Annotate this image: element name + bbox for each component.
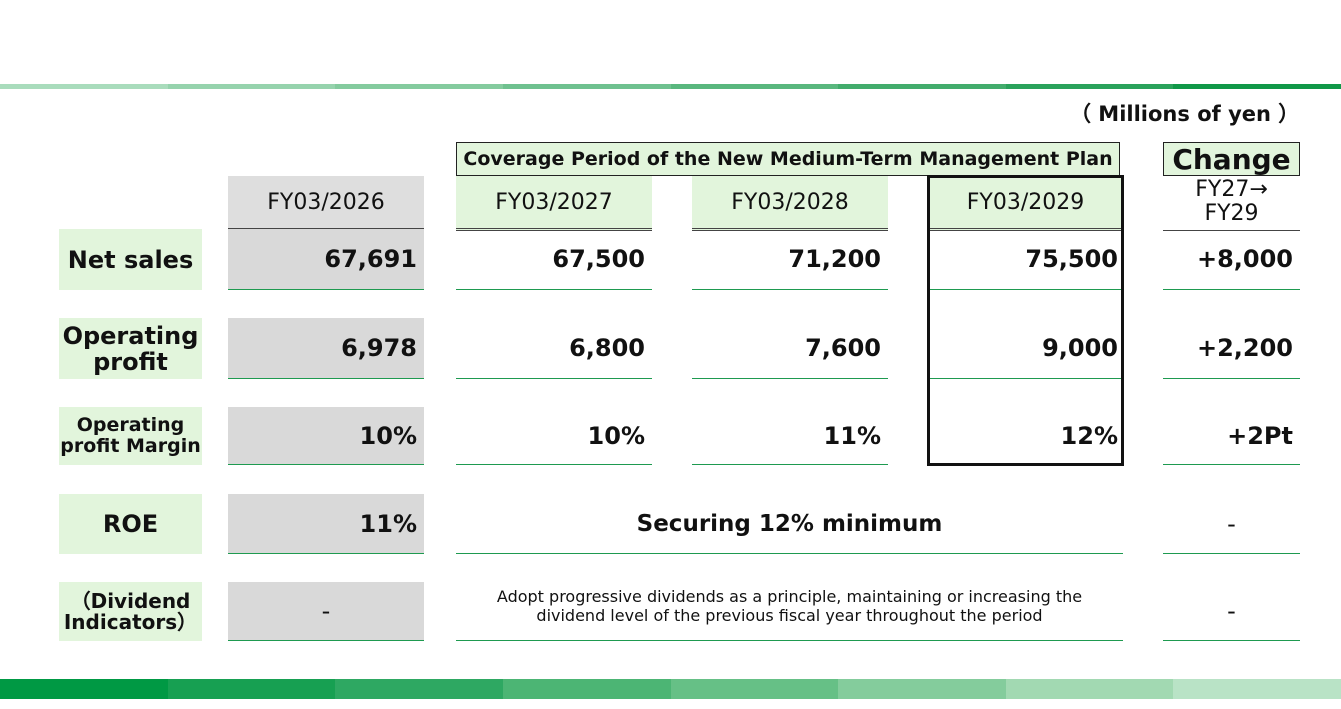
column-header-fy2029: FY03/2029 [929,176,1122,231]
dividend-policy-line: dividend level of the previous fiscal ye… [536,606,1043,625]
change-period-from: FY27→ [1195,177,1268,202]
roe-fy2026: 11% [228,494,424,554]
row-label-text: （Dividend [70,588,191,613]
operating-profit-fy2026: 6,978 [228,318,424,379]
operating-profit-fy2028: 7,600 [692,318,888,379]
net-sales-fy2027: 67,500 [456,229,652,290]
top-decorative-stripe [0,84,1341,89]
stripe-segment [670,679,839,699]
stripe-segment [1005,679,1174,699]
change-header: Change [1163,142,1300,176]
roe-target: Securing 12% minimum [456,494,1123,554]
row-label-text: Operating [76,414,185,436]
column-header-fy2026: FY03/2026 [228,176,424,231]
net-sales-fy2029: 75,500 [929,229,1122,290]
coverage-period-header: Coverage Period of the New Medium-Term M… [456,142,1120,176]
row-label-text: Indicators） [63,609,198,634]
stripe-segment [335,679,503,699]
row-label-text: profit [93,347,168,376]
row-label-operating-profit-margin: Operating profit Margin [59,407,202,465]
dividend-policy-line: Adopt progressive dividends as a princip… [496,587,1083,606]
margin-fy2028: 11% [692,407,888,465]
row-label-text: Net sales [67,245,194,274]
row-label-text: Operating [62,321,199,350]
row-label-net-sales: Net sales [59,229,202,290]
change-period-to: FY29 [1204,201,1259,226]
stripe-segment [167,679,336,699]
row-label-roe: ROE [59,494,202,554]
dividend-fy2026: - [228,582,424,641]
units-label: （ Millions of yen ） [1070,102,1300,126]
stripe-segment [1173,679,1341,699]
net-sales-change: +8,000 [1163,229,1300,290]
operating-profit-change: +2,200 [1163,318,1300,379]
column-header-fy2028: FY03/2028 [692,176,888,231]
row-label-dividend-indicators: （Dividend Indicators） [59,582,202,641]
operating-profit-fy2027: 6,800 [456,318,652,379]
dividend-change: - [1163,582,1300,641]
stripe-segment [502,679,671,699]
stripe-segment [0,679,168,699]
margin-fy2027: 10% [456,407,652,465]
margin-change: +2Pt [1163,407,1300,465]
row-label-text: profit Margin [60,435,201,457]
change-period-header: FY27→ FY29 [1163,176,1300,231]
margin-fy2026: 10% [228,407,424,465]
net-sales-fy2028: 71,200 [692,229,888,290]
net-sales-fy2026: 67,691 [228,229,424,290]
column-header-fy2027: FY03/2027 [456,176,652,231]
dividend-policy: Adopt progressive dividends as a princip… [456,572,1123,641]
row-label-operating-profit: Operating profit [59,318,202,379]
bottom-decorative-stripe [0,679,1341,699]
operating-profit-fy2029: 9,000 [929,318,1122,379]
stripe-segment [838,679,1006,699]
margin-fy2029: 12% [1060,422,1118,450]
roe-change: - [1163,494,1300,554]
row-label-text: ROE [102,510,159,538]
